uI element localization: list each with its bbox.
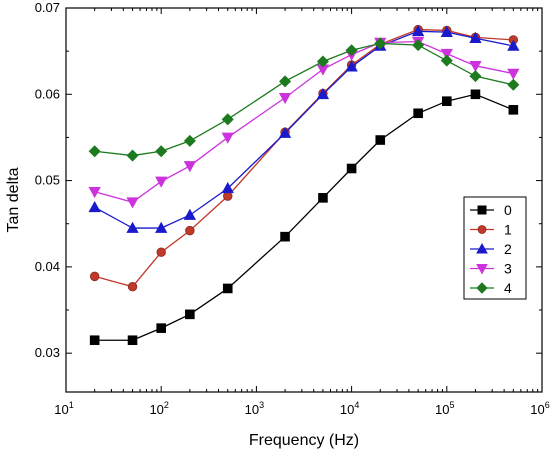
marker-triangle-down [183, 161, 197, 173]
marker-diamond [507, 78, 520, 91]
marker-square [375, 135, 386, 145]
x-tick-label: 101 [54, 400, 73, 417]
marker-triangle-up [476, 242, 488, 254]
series-layer [88, 24, 520, 346]
marker-diamond [279, 75, 292, 88]
series-1 [89, 24, 519, 292]
legend-item-3: 3 [470, 261, 512, 277]
marker-triangle-down [155, 176, 168, 188]
marker-square [346, 163, 357, 174]
marker-triangle-down [126, 197, 139, 209]
marker-triangle-up [278, 126, 292, 138]
marker-square [280, 231, 290, 242]
series-0 [89, 89, 519, 346]
marker-triangle-up [155, 221, 168, 233]
x-axis: 101 102 103 104 105 106 [54, 8, 550, 417]
marker-triangle-down [476, 264, 488, 275]
marker-diamond [88, 145, 101, 158]
marker-triangle-up [221, 182, 234, 194]
x-axis-title: Frequency (Hz) [249, 432, 359, 449]
marker-triangle-up [345, 60, 358, 72]
y-tick-label: 0.05 [35, 173, 60, 188]
legend-label: 2 [504, 241, 512, 257]
y-tick-label: 0.07 [35, 0, 60, 15]
marker-diamond [374, 37, 387, 50]
legend-item-4: 4 [470, 280, 512, 296]
marker-triangle-up [411, 24, 425, 37]
marker-triangle-down [507, 68, 520, 80]
marker-diamond [126, 149, 139, 162]
y-tick-label: 0.06 [35, 86, 60, 101]
marker-diamond [476, 282, 488, 294]
legend-item-1: 1 [470, 222, 512, 238]
marker-triangle-up [126, 221, 139, 233]
marker-triangle-up [440, 25, 453, 37]
y-tick-label: 0.03 [35, 345, 60, 360]
legend-box [463, 196, 527, 300]
x-tick-label: 106 [530, 400, 549, 417]
marker-square [318, 193, 328, 203]
marker-square [413, 108, 423, 119]
marker-circle [477, 225, 487, 234]
marker-square [477, 205, 487, 215]
marker-triangle-down [440, 48, 453, 61]
series-3 [88, 36, 520, 209]
marker-square [156, 323, 166, 333]
marker-triangle-down [469, 61, 482, 73]
marker-circle [156, 247, 166, 257]
marker-square [222, 283, 233, 294]
legend-label: 4 [504, 280, 512, 296]
marker-diamond [345, 44, 358, 57]
y-axis: 0.03 0.04 0.05 0.06 0.07 [35, 0, 542, 360]
marker-circle [185, 225, 195, 236]
marker-triangle-up [88, 201, 101, 213]
marker-circle [89, 271, 100, 282]
marker-triangle-up [469, 31, 482, 44]
marker-triangle-down [221, 132, 234, 144]
marker-diamond [221, 113, 234, 126]
legend-item-2: 2 [470, 241, 512, 257]
y-axis-title: Tan delta [5, 167, 22, 232]
marker-triangle-up [183, 208, 197, 220]
marker-diamond [469, 70, 482, 83]
legend: 0 1 2 3 4 [463, 196, 527, 300]
series-line-0 [94, 93, 514, 341]
marker-triangle-down [278, 92, 292, 105]
marker-diamond [440, 54, 453, 67]
series-line-1 [94, 28, 514, 288]
marker-diamond [412, 39, 425, 52]
series-4 [88, 37, 520, 162]
marker-square [442, 96, 452, 106]
legend-label: 3 [504, 261, 512, 277]
marker-square [127, 335, 138, 346]
marker-triangle-up [316, 87, 330, 100]
legend-item-0: 0 [470, 202, 512, 218]
marker-triangle-down [88, 187, 101, 199]
x-tick-label: 103 [245, 400, 264, 417]
y-tick-label: 0.04 [35, 259, 60, 274]
marker-square [89, 335, 100, 346]
legend-label: 1 [504, 222, 512, 238]
x-tick-label: 104 [340, 400, 359, 417]
marker-diamond [316, 55, 329, 68]
marker-square [185, 309, 195, 320]
x-tick-label: 102 [149, 400, 168, 417]
marker-square [470, 89, 481, 100]
marker-square [508, 105, 519, 115]
x-tick-label: 105 [435, 400, 454, 417]
marker-circle [127, 282, 138, 292]
plot-frame [65, 7, 543, 393]
series-2 [88, 24, 520, 233]
marker-triangle-up [507, 39, 520, 51]
marker-diamond [155, 145, 168, 158]
marker-diamond [183, 134, 196, 147]
legend-label: 0 [504, 202, 512, 218]
plot-border [65, 7, 543, 393]
